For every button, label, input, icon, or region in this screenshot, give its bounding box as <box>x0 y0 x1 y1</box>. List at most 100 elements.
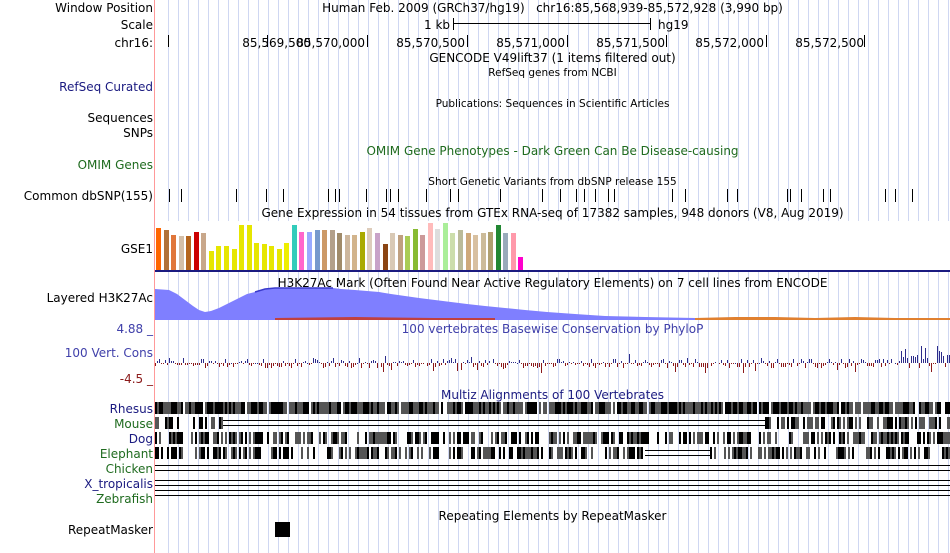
gtex-tissue-bar[interactable] <box>458 230 463 270</box>
gtex-tissue-bar[interactable] <box>337 233 343 270</box>
dbsnp-variant[interactable] <box>895 189 896 202</box>
gencode-track-title[interactable]: GENCODE V49lift37 (1 items filtered out) <box>429 51 676 65</box>
phylop-signal-plot[interactable] <box>155 336 950 388</box>
multiz-species-zebrafish[interactable]: Zebrafish <box>96 492 153 506</box>
dbsnp-variant[interactable] <box>823 189 824 202</box>
gtex-tissue-bar[interactable] <box>163 230 169 270</box>
gtex-tissue-bar[interactable] <box>427 223 433 270</box>
gtex-tissue-bar[interactable] <box>405 236 411 270</box>
dbsnp-variant[interactable] <box>727 189 728 202</box>
h3k27ac-track-label[interactable]: Layered H3K27Ac <box>46 291 153 305</box>
dbsnp-variant[interactable] <box>328 189 329 202</box>
gtex-tissue-bar[interactable] <box>254 243 260 270</box>
h3k27ac-track-title[interactable]: H3K27Ac Mark (Often Found Near Active Re… <box>277 276 828 290</box>
dbsnp-variant[interactable] <box>236 189 237 202</box>
gtex-tissue-bar[interactable] <box>412 229 418 270</box>
refseq-track-label[interactable]: RefSeq Curated <box>59 80 153 94</box>
dbsnp-variant[interactable] <box>390 189 391 202</box>
gtex-tissue-bar[interactable] <box>171 235 177 270</box>
gtex-track-title[interactable]: Gene Expression in 54 tissues from GTEx … <box>261 206 844 220</box>
gtex-tissue-bar[interactable] <box>178 236 184 270</box>
gtex-tissue-bar[interactable] <box>382 244 388 270</box>
window-position-value[interactable]: Human Feb. 2009 (GRCh37/hg19) chr16:85,5… <box>322 1 783 15</box>
gtex-tissue-bar[interactable] <box>239 225 245 270</box>
multiz-alignment-rows[interactable] <box>155 401 950 496</box>
dbsnp-variant[interactable] <box>450 189 451 202</box>
multiz-species-x-tropicalis[interactable]: X_tropicalis <box>84 477 153 491</box>
dbsnp-variant[interactable] <box>335 189 336 202</box>
gtex-tissue-bar[interactable] <box>307 232 312 270</box>
gtex-tissue-bar[interactable] <box>291 225 297 270</box>
gtex-tissue-bar[interactable] <box>510 233 516 270</box>
phylop-track-title[interactable]: 100 vertebrates Basewise Conservation by… <box>401 322 704 336</box>
gtex-tissue-bar[interactable] <box>344 235 350 270</box>
gtex-tissue-bar[interactable] <box>156 228 161 270</box>
gtex-tissue-bar[interactable] <box>193 232 199 270</box>
dbsnp-variant[interactable] <box>614 189 615 202</box>
dbsnp-track-label[interactable]: Common dbSNP(155) <box>23 189 153 203</box>
gtex-tissue-bar[interactable] <box>518 257 524 270</box>
dbsnp-variant[interactable] <box>366 189 367 202</box>
base-position-ruler[interactable]: 85,569,500 85,570,000 85,570,500 85,571,… <box>155 34 950 52</box>
dbsnp-variant[interactable] <box>608 189 609 202</box>
multiz-species-mouse[interactable]: Mouse <box>114 417 153 431</box>
gtex-tissue-bar[interactable] <box>216 246 222 270</box>
dbsnp-variant[interactable] <box>458 189 459 202</box>
gtex-tissue-bar[interactable] <box>208 251 214 270</box>
dbsnp-variant[interactable] <box>169 189 170 202</box>
dbsnp-variant[interactable] <box>787 189 788 202</box>
dbsnp-variant[interactable] <box>584 189 585 202</box>
dbsnp-variant[interactable] <box>672 189 673 202</box>
gtex-tissue-bar[interactable] <box>352 235 358 270</box>
dbsnp-variant[interactable] <box>595 189 596 202</box>
dbsnp-variant[interactable] <box>398 189 399 202</box>
omim-track-title[interactable]: OMIM Gene Phenotypes - Dark Green Can Be… <box>366 144 739 158</box>
gtex-tissue-bar[interactable] <box>186 236 192 270</box>
gtex-tissue-bar[interactable] <box>201 233 207 270</box>
dbsnp-variant[interactable] <box>912 189 913 202</box>
gtex-tissue-bar[interactable] <box>223 246 229 270</box>
gtex-tissue-bar[interactable] <box>276 249 282 270</box>
dbsnp-variant[interactable] <box>500 189 501 202</box>
dbsnp-track-title[interactable]: Short Genetic Variants from dbSNP releas… <box>428 176 677 188</box>
gtex-tissue-bar[interactable] <box>420 235 426 270</box>
multiz-track-title[interactable]: Multiz Alignments of 100 Vertebrates <box>440 388 665 402</box>
gtex-tissue-bar[interactable] <box>442 223 448 270</box>
gtex-tissue-bar[interactable] <box>322 230 328 270</box>
dbsnp-variant[interactable] <box>790 189 791 202</box>
publications-label-sequences[interactable]: Sequences <box>87 111 153 125</box>
dbsnp-variant[interactable] <box>885 189 886 202</box>
gtex-tissue-bar[interactable] <box>299 232 305 270</box>
gtex-tissue-bar[interactable] <box>261 244 267 270</box>
gtex-expression-chart[interactable] <box>155 221 950 271</box>
gtex-tissue-bar[interactable] <box>495 225 501 270</box>
omim-track-label[interactable]: OMIM Genes <box>77 158 153 172</box>
multiz-species-dog[interactable]: Dog <box>128 432 153 446</box>
gtex-tissue-bar[interactable] <box>450 233 456 270</box>
publications-label-snps[interactable]: SNPs <box>123 126 153 140</box>
multiz-species-elephant[interactable]: Elephant <box>99 447 153 461</box>
publications-track-title[interactable]: Publications: Sequences in Scientific Ar… <box>435 98 670 110</box>
dbsnp-variant[interactable] <box>283 189 284 202</box>
gtex-tissue-bar[interactable] <box>465 233 471 270</box>
repeatmasker-track-title[interactable]: Repeating Elements by RepeatMasker <box>438 509 667 523</box>
gtex-tissue-bar[interactable] <box>473 235 479 270</box>
dbsnp-variant[interactable] <box>830 189 831 202</box>
dbsnp-variant[interactable] <box>801 189 802 202</box>
dbsnp-variant[interactable] <box>576 189 577 202</box>
gtex-tissue-bar[interactable] <box>480 233 486 270</box>
multiz-species-chicken[interactable]: Chicken <box>105 462 153 476</box>
dbsnp-variant[interactable] <box>426 189 427 202</box>
dbsnp-variant[interactable] <box>266 189 267 202</box>
gtex-tissue-bar[interactable] <box>284 243 290 270</box>
gtex-track-label[interactable]: GSE1 <box>120 242 153 256</box>
multiz-species-rhesus[interactable]: Rhesus <box>109 402 153 416</box>
dbsnp-variant[interactable] <box>542 189 543 202</box>
gtex-tissue-bar[interactable] <box>359 232 365 270</box>
repeatmasker-track-label[interactable]: RepeatMasker <box>67 523 153 537</box>
gtex-tissue-bar[interactable] <box>329 230 335 270</box>
gtex-tissue-bar[interactable] <box>390 233 396 270</box>
dbsnp-variant[interactable] <box>181 189 182 202</box>
gtex-tissue-bar[interactable] <box>269 246 275 270</box>
gtex-tissue-bar[interactable] <box>231 249 237 270</box>
